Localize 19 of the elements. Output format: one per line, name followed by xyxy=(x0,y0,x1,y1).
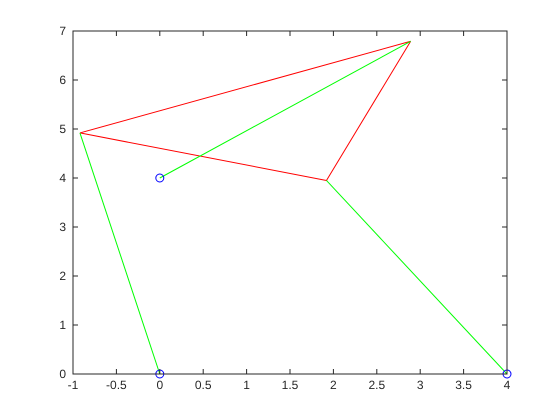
x-tick-label: 0 xyxy=(156,378,164,392)
y-tick-label: 0 xyxy=(59,367,66,381)
x-tick-label: -0.5 xyxy=(106,378,128,392)
x-tick-label: 3.5 xyxy=(455,378,472,392)
x-tick-label: 3 xyxy=(416,378,424,392)
y-tick-label: 4 xyxy=(59,171,66,185)
x-tick-label: 1 xyxy=(243,378,250,392)
x-tick-label: 4 xyxy=(504,378,511,392)
y-tick-label: 5 xyxy=(59,122,66,136)
y-tick-label: 1 xyxy=(59,318,66,332)
x-tick-label: 2 xyxy=(330,378,338,392)
x-tick-label: 0.5 xyxy=(194,378,212,392)
x-tick-label: 1.5 xyxy=(282,378,299,392)
x-tick-label: 2.5 xyxy=(368,378,386,392)
y-tick-label: 2 xyxy=(59,269,66,283)
y-tick-label: 3 xyxy=(59,220,66,234)
y-tick-label: 6 xyxy=(59,73,66,87)
y-tick-label: 7 xyxy=(59,24,66,38)
x-tick-label: -1 xyxy=(68,378,79,392)
